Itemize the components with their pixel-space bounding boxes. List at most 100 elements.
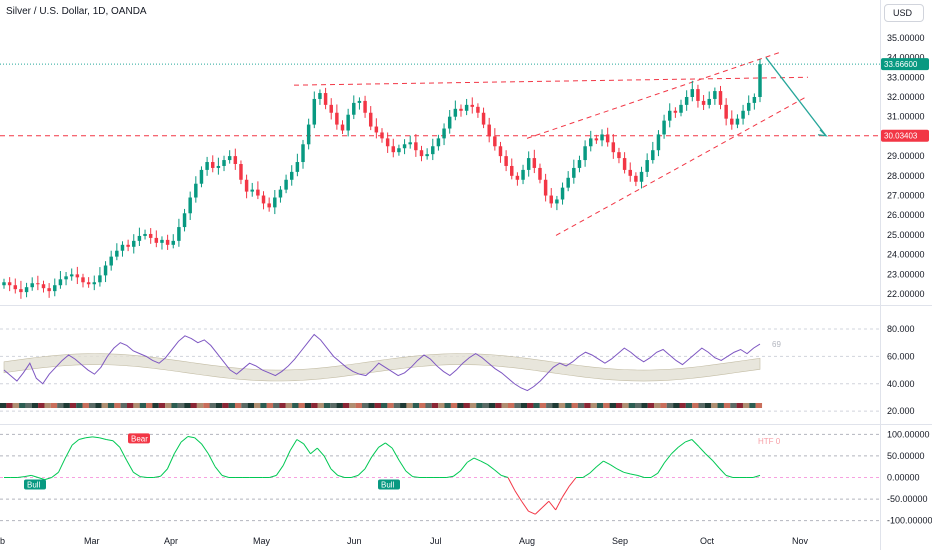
osc-line-segment bbox=[133, 471, 141, 478]
osc-line-segment bbox=[194, 437, 202, 445]
candle-body bbox=[594, 138, 599, 141]
osc-line-segment bbox=[596, 460, 604, 468]
regime-strip-cell bbox=[6, 403, 13, 408]
regime-strip-cell bbox=[146, 403, 153, 408]
currency-selector[interactable]: USD bbox=[884, 4, 924, 22]
osc-line-segment bbox=[51, 471, 59, 478]
osc-line-segment bbox=[337, 474, 345, 478]
osc-line-segment bbox=[378, 442, 386, 448]
regime-strip-cell bbox=[482, 403, 489, 408]
regime-strip-cell bbox=[476, 403, 483, 408]
osc-line-segment bbox=[351, 474, 359, 478]
regime-strip-cell bbox=[457, 403, 464, 408]
price-tags: 33.66600 30.03403 bbox=[881, 58, 929, 142]
candle-body bbox=[611, 142, 616, 153]
candle-body bbox=[470, 104, 475, 107]
osc-line-segment bbox=[85, 436, 93, 439]
candle-body bbox=[177, 227, 181, 241]
price-tick-label: 28.00000 bbox=[887, 171, 925, 181]
osc-line-segment bbox=[167, 453, 175, 470]
candle-body bbox=[600, 134, 604, 141]
bull-signal-badge-bg bbox=[378, 479, 400, 490]
time-tick-label: Apr bbox=[164, 536, 178, 546]
candle-body bbox=[24, 287, 29, 293]
regime-strip-cell bbox=[139, 403, 147, 408]
candle-body bbox=[402, 144, 407, 149]
candle-body bbox=[436, 138, 441, 147]
candle-body bbox=[160, 239, 164, 243]
projection-arrow-head bbox=[817, 129, 828, 137]
osc-line-segment bbox=[582, 472, 590, 478]
regime-strip-cell bbox=[666, 403, 674, 408]
osc-line-segment bbox=[507, 477, 516, 491]
regime-strip-cell bbox=[317, 403, 324, 408]
osc-line-segment bbox=[371, 446, 380, 458]
osc-line-segment bbox=[664, 453, 672, 463]
trend-lines bbox=[0, 51, 880, 236]
regime-strip-cell bbox=[742, 403, 750, 408]
osc-line-segment bbox=[221, 474, 229, 478]
candle-body bbox=[464, 104, 469, 111]
candle-body bbox=[205, 162, 209, 170]
regime-strip-cell bbox=[749, 403, 756, 408]
candle-body bbox=[222, 160, 226, 166]
osc-line-segment bbox=[289, 439, 298, 451]
regime-strip-cell bbox=[95, 403, 102, 408]
osc-line-segment bbox=[711, 459, 720, 469]
osc-line-segment bbox=[473, 457, 481, 462]
osc-line-segment bbox=[364, 456, 373, 470]
candle-body bbox=[69, 274, 74, 277]
candles bbox=[2, 59, 762, 299]
candle-body bbox=[86, 282, 91, 285]
regime-strip-cell bbox=[330, 403, 337, 408]
osc-line-segment bbox=[637, 474, 645, 478]
osc-line-segment bbox=[521, 500, 529, 512]
osc-line-segment bbox=[160, 468, 168, 477]
regime-strip-cell bbox=[82, 403, 89, 408]
time-tick-label: Jun bbox=[347, 536, 362, 546]
osc-line-segment bbox=[753, 474, 761, 478]
last-price-tag: 33.66600 bbox=[884, 60, 918, 69]
regime-strip-cell bbox=[698, 403, 705, 408]
regime-strip-cell bbox=[241, 403, 248, 408]
candle-body bbox=[476, 106, 480, 113]
osc-line-segment bbox=[187, 435, 195, 439]
candle-body bbox=[188, 197, 192, 214]
regime-strip-cell bbox=[425, 403, 432, 408]
regime-strip-cell bbox=[577, 403, 585, 408]
regime-strip-cell bbox=[704, 403, 712, 408]
candle-body bbox=[504, 156, 508, 166]
regime-strip-cell bbox=[546, 403, 553, 408]
bear-signal-badge-bg bbox=[128, 433, 150, 444]
regime-strip-cell bbox=[120, 403, 128, 408]
candle-body bbox=[363, 100, 367, 113]
regime-strip-cell bbox=[641, 403, 648, 408]
candle-body bbox=[284, 179, 288, 190]
regime-strip-cell bbox=[254, 403, 261, 408]
regime-strip-cell bbox=[412, 403, 420, 408]
regime-strip-cell bbox=[298, 403, 305, 408]
candle-body bbox=[132, 240, 136, 247]
regime-strip-cell bbox=[158, 403, 166, 408]
osc-line-segment bbox=[718, 467, 727, 476]
osc-line-segment bbox=[562, 485, 570, 498]
osc-line-segment bbox=[405, 470, 413, 478]
regime-strip-cell bbox=[603, 403, 610, 408]
regime-strip-cell bbox=[571, 403, 578, 408]
candle-body bbox=[115, 250, 119, 257]
candle-body bbox=[368, 112, 373, 127]
regime-strip-cell bbox=[260, 403, 267, 408]
osc-line-segment bbox=[453, 470, 461, 477]
regime-strip-cell bbox=[101, 403, 108, 408]
candle-body bbox=[295, 162, 300, 172]
candle-body bbox=[713, 91, 717, 99]
osc-line-segment bbox=[92, 436, 100, 439]
candle-body bbox=[154, 237, 159, 243]
candle-body bbox=[447, 116, 452, 129]
bull-signal-badge: Bull bbox=[27, 481, 41, 490]
candle-body bbox=[735, 118, 740, 125]
regime-strip-cell bbox=[514, 403, 521, 408]
candle-body bbox=[19, 289, 23, 293]
regime-strip-cell bbox=[679, 403, 686, 408]
